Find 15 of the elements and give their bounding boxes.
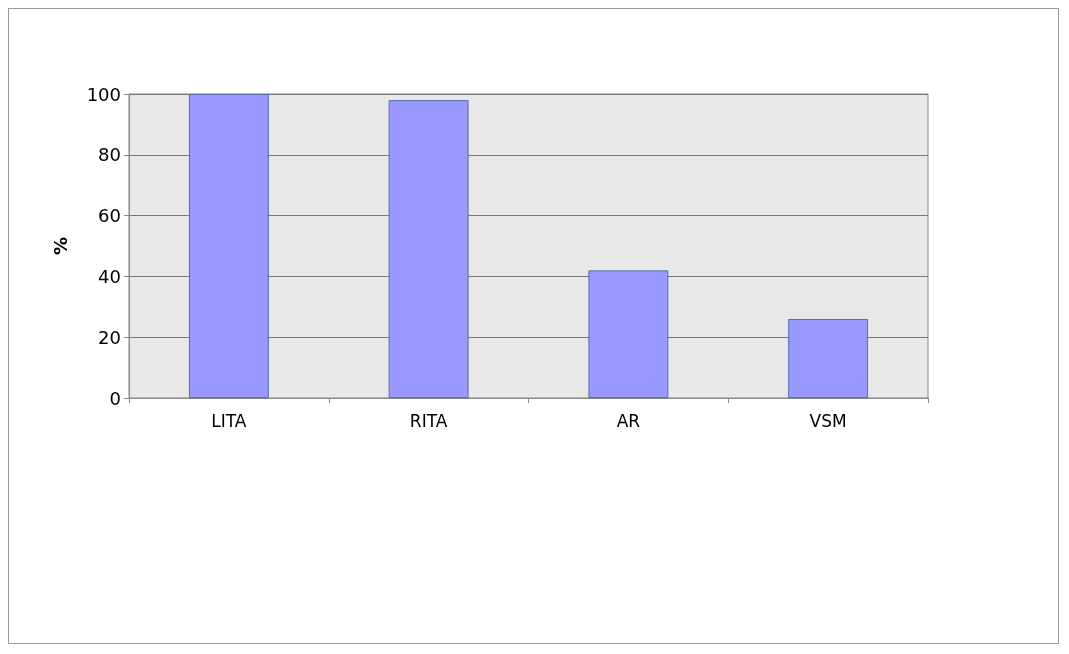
x-tick-label: VSM [809, 410, 847, 431]
bar [188, 94, 269, 398]
y-tick-label: 100 [86, 83, 121, 105]
y-tick-label: 0 [109, 387, 121, 409]
bar [588, 270, 669, 398]
y-tick-label: 40 [98, 265, 121, 287]
x-tick-label: RITA [409, 410, 448, 431]
y-axis-title: % [49, 236, 71, 256]
x-tick-label: AR [616, 410, 641, 431]
bar [788, 318, 869, 398]
x-tick-label: LITA [211, 410, 247, 431]
y-tick-label: 20 [98, 326, 121, 348]
bar [388, 100, 469, 398]
y-tick-label: 60 [98, 205, 121, 227]
y-tick-label: 80 [98, 144, 121, 166]
